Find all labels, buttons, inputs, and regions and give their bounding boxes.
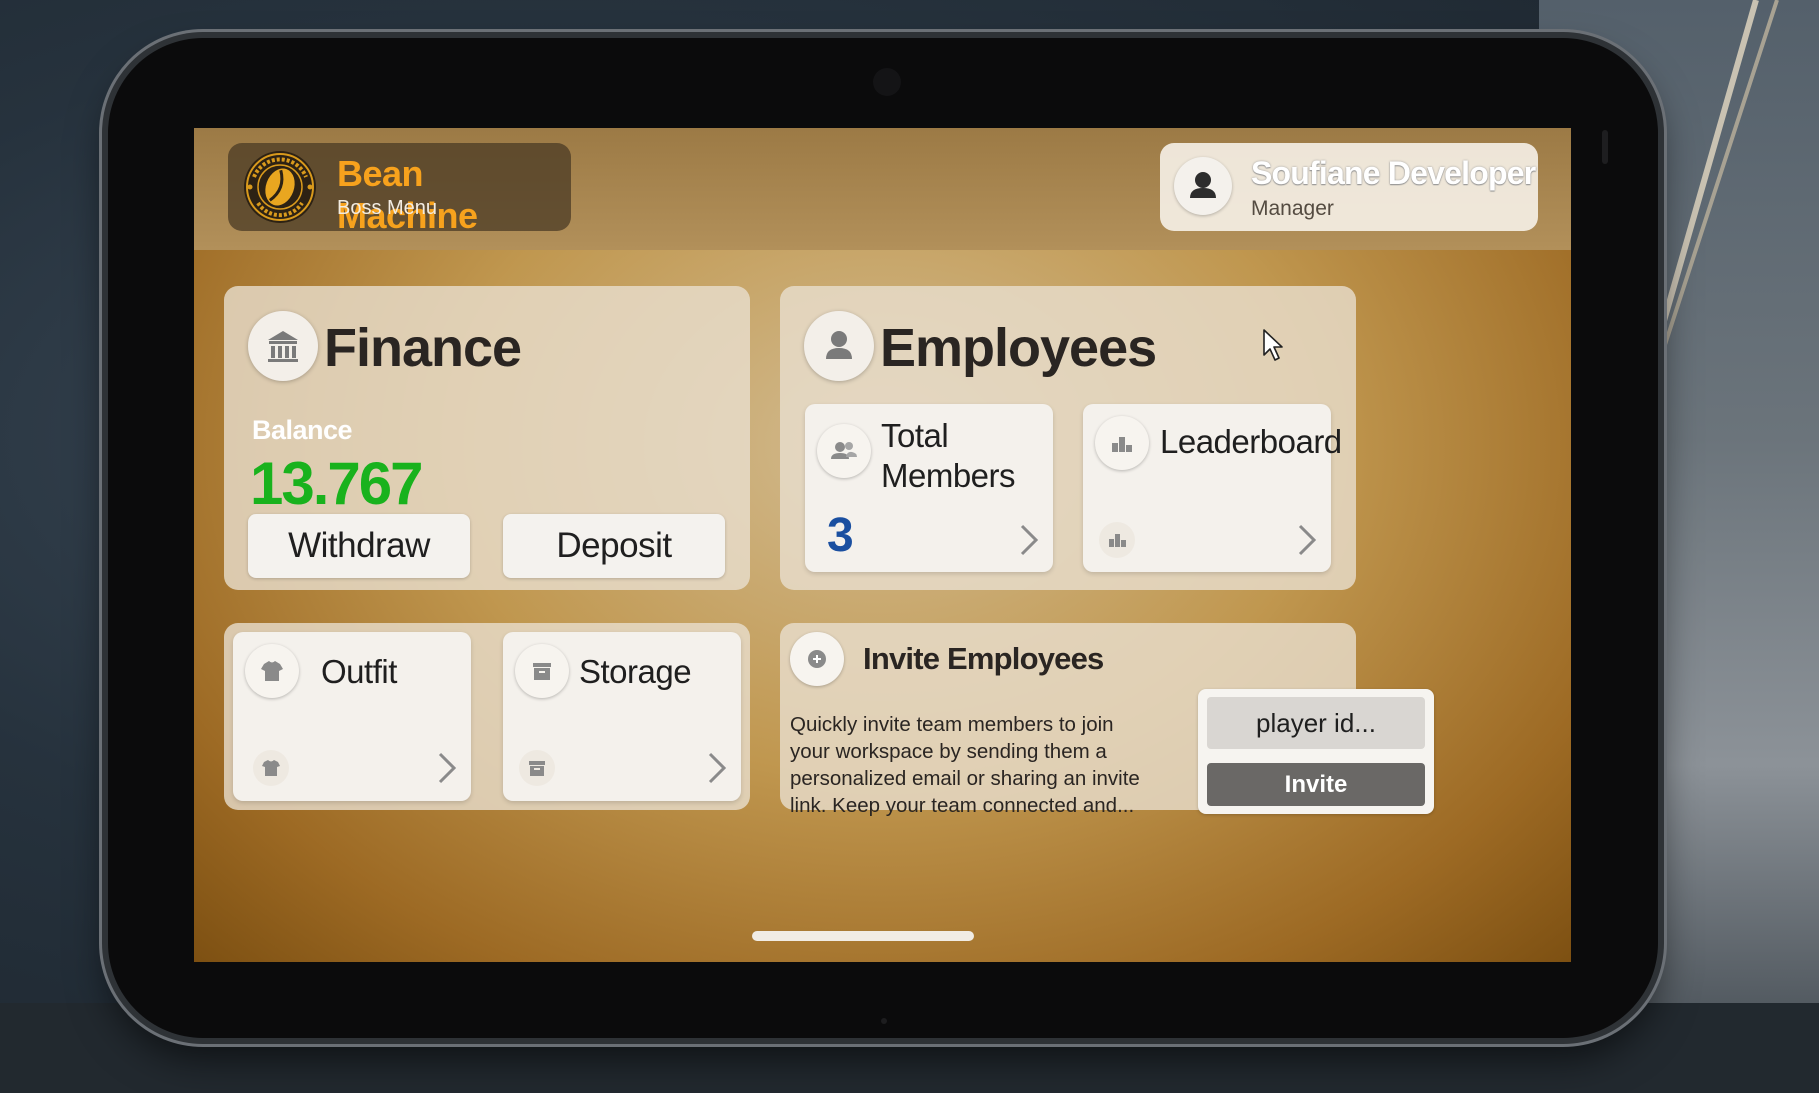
group-icon [817,424,871,478]
bank-icon [248,311,318,381]
invite-employees-card: Invite Employees Quickly invite team mem… [780,623,1434,817]
user-name: Soufiane Developer [1251,155,1536,191]
storage-label: Storage [579,653,692,690]
plus-circle-icon [790,632,844,686]
person-icon [804,311,874,381]
boss-menu-screen: Bean Machine Boss Menu Soufiane Develope… [194,128,1571,962]
player-id-input[interactable] [1207,697,1425,749]
tablet-side-button [1602,130,1608,164]
employees-card: Employees Total Members 3 [780,286,1356,590]
tablet-device: Bean Machine Boss Menu Soufiane Develope… [108,38,1658,1038]
top-bar: Bean Machine Boss Menu Soufiane Develope… [194,128,1571,250]
balance-label: Balance [252,415,353,445]
user-avatar-icon [1174,157,1232,215]
brand-block: Bean Machine Boss Menu [228,143,571,236]
podium-icon [1095,416,1149,470]
finance-card: Finance Balance 13.767 Withdraw Deposit [224,286,750,590]
withdraw-button[interactable]: Withdraw [248,514,470,578]
leaderboard-label: Leaderboard [1160,423,1342,460]
invite-form: Invite [1198,689,1434,814]
user-role: Manager [1251,197,1334,220]
brand-name: Bean Machine [337,153,478,236]
home-indicator[interactable] [752,931,974,941]
chevron-right-icon [1020,524,1039,556]
chevron-right-icon [708,752,727,784]
total-members-label-line2: Members [881,457,1016,494]
outfit-storage-card: Outfit Storage [224,623,750,810]
shirt-icon [253,750,289,786]
chevron-right-icon [438,752,457,784]
shirt-icon [245,644,299,698]
storage-tile[interactable]: Storage [503,632,741,801]
tablet-sensor [881,1018,887,1024]
outfit-label: Outfit [321,653,397,690]
total-members-tile[interactable]: Total Members 3 [805,404,1053,572]
coffee-bean-logo [244,151,316,223]
invite-title: Invite Employees [863,641,1104,676]
archive-box-icon [515,644,569,698]
invite-button[interactable]: Invite [1207,763,1425,806]
camera-icon [873,68,901,96]
outfit-tile[interactable]: Outfit [233,632,471,801]
total-members-label-line1: Total [881,417,949,454]
user-profile-card[interactable]: Soufiane Developer Manager [1160,143,1538,231]
balance-value: 13.767 [250,450,424,517]
mouse-cursor-icon [1263,329,1283,361]
total-members-count: 3 [827,509,854,562]
finance-title: Finance [324,318,522,378]
leaderboard-tile[interactable]: Leaderboard [1083,404,1342,572]
employees-title: Employees [880,318,1157,378]
deposit-button[interactable]: Deposit [503,514,725,578]
invite-description: Quickly invite team members to join your… [790,713,1140,817]
total-members-label: Total Members [881,416,1016,496]
chevron-right-icon [1298,524,1317,556]
podium-icon [1099,522,1135,558]
archive-box-icon [519,750,555,786]
brand-subtitle: Boss Menu [337,197,438,219]
